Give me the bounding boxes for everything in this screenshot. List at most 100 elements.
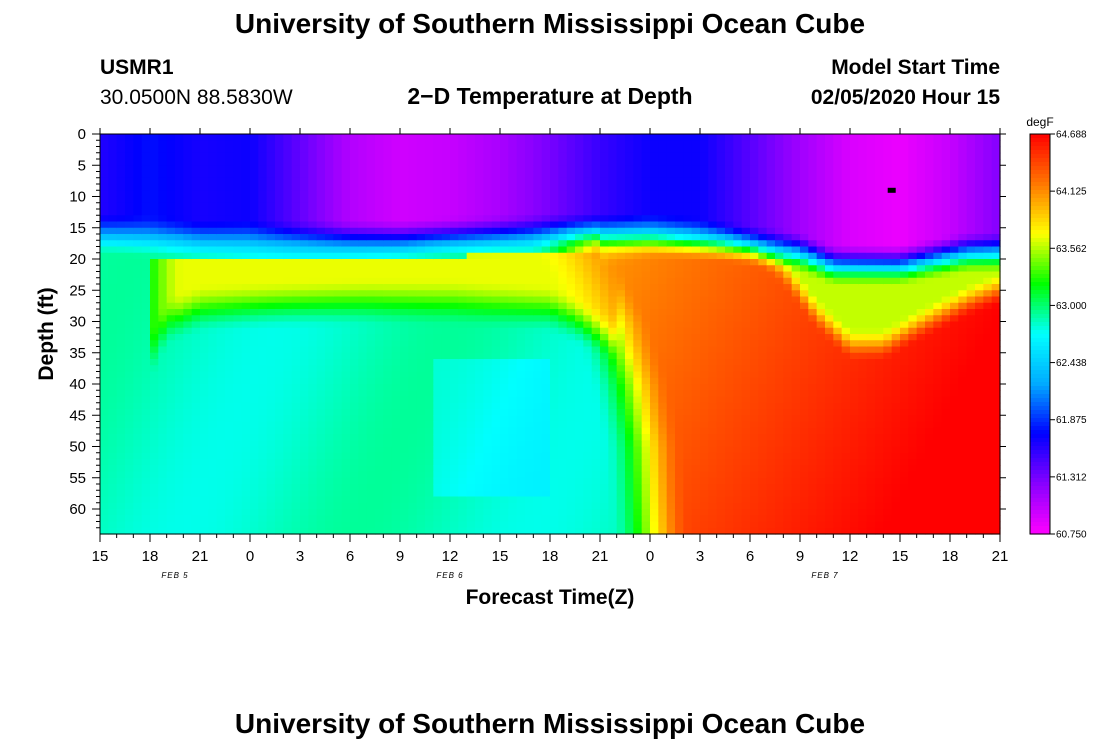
heatmap-cell bbox=[316, 396, 326, 404]
heatmap-cell bbox=[366, 271, 376, 279]
heatmap-cell bbox=[116, 390, 126, 398]
heatmap-cell bbox=[325, 184, 334, 191]
heatmap-cell bbox=[341, 446, 351, 454]
heatmap-cell bbox=[400, 334, 409, 341]
heatmap-cell bbox=[616, 515, 626, 523]
heatmap-cell bbox=[516, 277, 526, 285]
heatmap-cell bbox=[600, 196, 609, 204]
heatmap-cell bbox=[416, 340, 426, 348]
heatmap-cell bbox=[400, 421, 409, 429]
heatmap-cell bbox=[308, 402, 318, 410]
heatmap-cell bbox=[583, 140, 593, 148]
heatmap-cell bbox=[308, 471, 318, 479]
heatmap-cell bbox=[316, 215, 326, 223]
heatmap-cell bbox=[500, 384, 509, 391]
heatmap-cell bbox=[258, 290, 268, 298]
heatmap-cell bbox=[116, 321, 126, 329]
heatmap-cell bbox=[666, 452, 676, 460]
heatmap-cell bbox=[533, 290, 543, 298]
heatmap-cell bbox=[483, 371, 493, 379]
heatmap-cell bbox=[716, 315, 726, 323]
heatmap-cell bbox=[100, 171, 109, 179]
heatmap-cell bbox=[508, 296, 518, 304]
heatmap-cell bbox=[416, 234, 426, 241]
heatmap-cell bbox=[108, 309, 118, 316]
heatmap-cell bbox=[400, 284, 409, 291]
heatmap-cell bbox=[341, 496, 351, 504]
heatmap-cell bbox=[191, 515, 201, 523]
heatmap-cell bbox=[475, 202, 484, 210]
heatmap-cell bbox=[350, 359, 359, 366]
heatmap-cell bbox=[683, 140, 693, 148]
heatmap-cell bbox=[483, 177, 493, 185]
heatmap-cell bbox=[225, 265, 234, 273]
heatmap-cell bbox=[566, 315, 576, 323]
heatmap-cell bbox=[325, 165, 334, 173]
heatmap-cell bbox=[475, 365, 484, 373]
heatmap-cell bbox=[141, 265, 151, 273]
heatmap-cell bbox=[183, 421, 193, 429]
heatmap-cell bbox=[383, 152, 393, 160]
heatmap-cell bbox=[608, 527, 618, 535]
heatmap-cell bbox=[608, 271, 618, 279]
heatmap-cell bbox=[300, 334, 309, 341]
heatmap-cell bbox=[741, 415, 751, 423]
heatmap-cell bbox=[608, 159, 618, 166]
heatmap-cell bbox=[633, 340, 643, 348]
heatmap-cell bbox=[233, 415, 243, 423]
heatmap-cell bbox=[116, 509, 126, 516]
heatmap-cell bbox=[608, 277, 618, 285]
heatmap-cell bbox=[383, 327, 393, 335]
heatmap-cell bbox=[341, 184, 351, 191]
heatmap-cell bbox=[216, 321, 226, 329]
heatmap-cell bbox=[400, 434, 409, 441]
heatmap-cell bbox=[550, 221, 559, 229]
heatmap-cell bbox=[683, 246, 693, 254]
heatmap-cell bbox=[350, 265, 359, 273]
heatmap-cell bbox=[608, 321, 618, 329]
heatmap-cell bbox=[266, 490, 276, 498]
heatmap-cell bbox=[650, 496, 659, 504]
heatmap-cell bbox=[483, 302, 493, 310]
heatmap-cell bbox=[183, 284, 193, 291]
heatmap-cell bbox=[475, 502, 484, 510]
heatmap-cell bbox=[325, 452, 334, 460]
heatmap-cell bbox=[391, 327, 401, 335]
heatmap-cell bbox=[733, 459, 743, 466]
heatmap-cell bbox=[708, 402, 718, 410]
heatmap-cell bbox=[225, 152, 234, 160]
heatmap-cell bbox=[283, 384, 293, 391]
heatmap-cell bbox=[616, 315, 626, 323]
heatmap-cell bbox=[583, 365, 593, 373]
heatmap-cell bbox=[408, 346, 418, 354]
heatmap-cell bbox=[241, 221, 251, 229]
heatmap-cell bbox=[175, 459, 184, 466]
heatmap-cell bbox=[100, 484, 109, 491]
heatmap-cell bbox=[108, 440, 118, 448]
heatmap-cell bbox=[308, 459, 318, 466]
heatmap-cell bbox=[258, 315, 268, 323]
heatmap-cell bbox=[266, 509, 276, 516]
heatmap-cell bbox=[633, 471, 643, 479]
heatmap-cell bbox=[591, 246, 601, 254]
heatmap-cell bbox=[575, 184, 584, 191]
heatmap-cell bbox=[708, 384, 718, 391]
heatmap-cell bbox=[383, 477, 393, 485]
heatmap-cell bbox=[200, 409, 209, 416]
heatmap-cell bbox=[266, 346, 276, 354]
heatmap-cell bbox=[250, 459, 259, 466]
heatmap-cell bbox=[491, 177, 501, 185]
heatmap-cell bbox=[158, 377, 168, 385]
heatmap-cell bbox=[591, 490, 601, 498]
heatmap-cell bbox=[241, 321, 251, 329]
heatmap-cell bbox=[616, 259, 626, 266]
heatmap-cell bbox=[100, 515, 109, 523]
heatmap-cell bbox=[541, 196, 551, 204]
heatmap-cell bbox=[333, 265, 343, 273]
heatmap-cell bbox=[625, 477, 634, 485]
heatmap-cell bbox=[433, 459, 443, 466]
heatmap-cell bbox=[108, 371, 118, 379]
heatmap-cell bbox=[541, 234, 551, 241]
heatmap-cell bbox=[225, 240, 234, 248]
heatmap-cell bbox=[391, 340, 401, 348]
